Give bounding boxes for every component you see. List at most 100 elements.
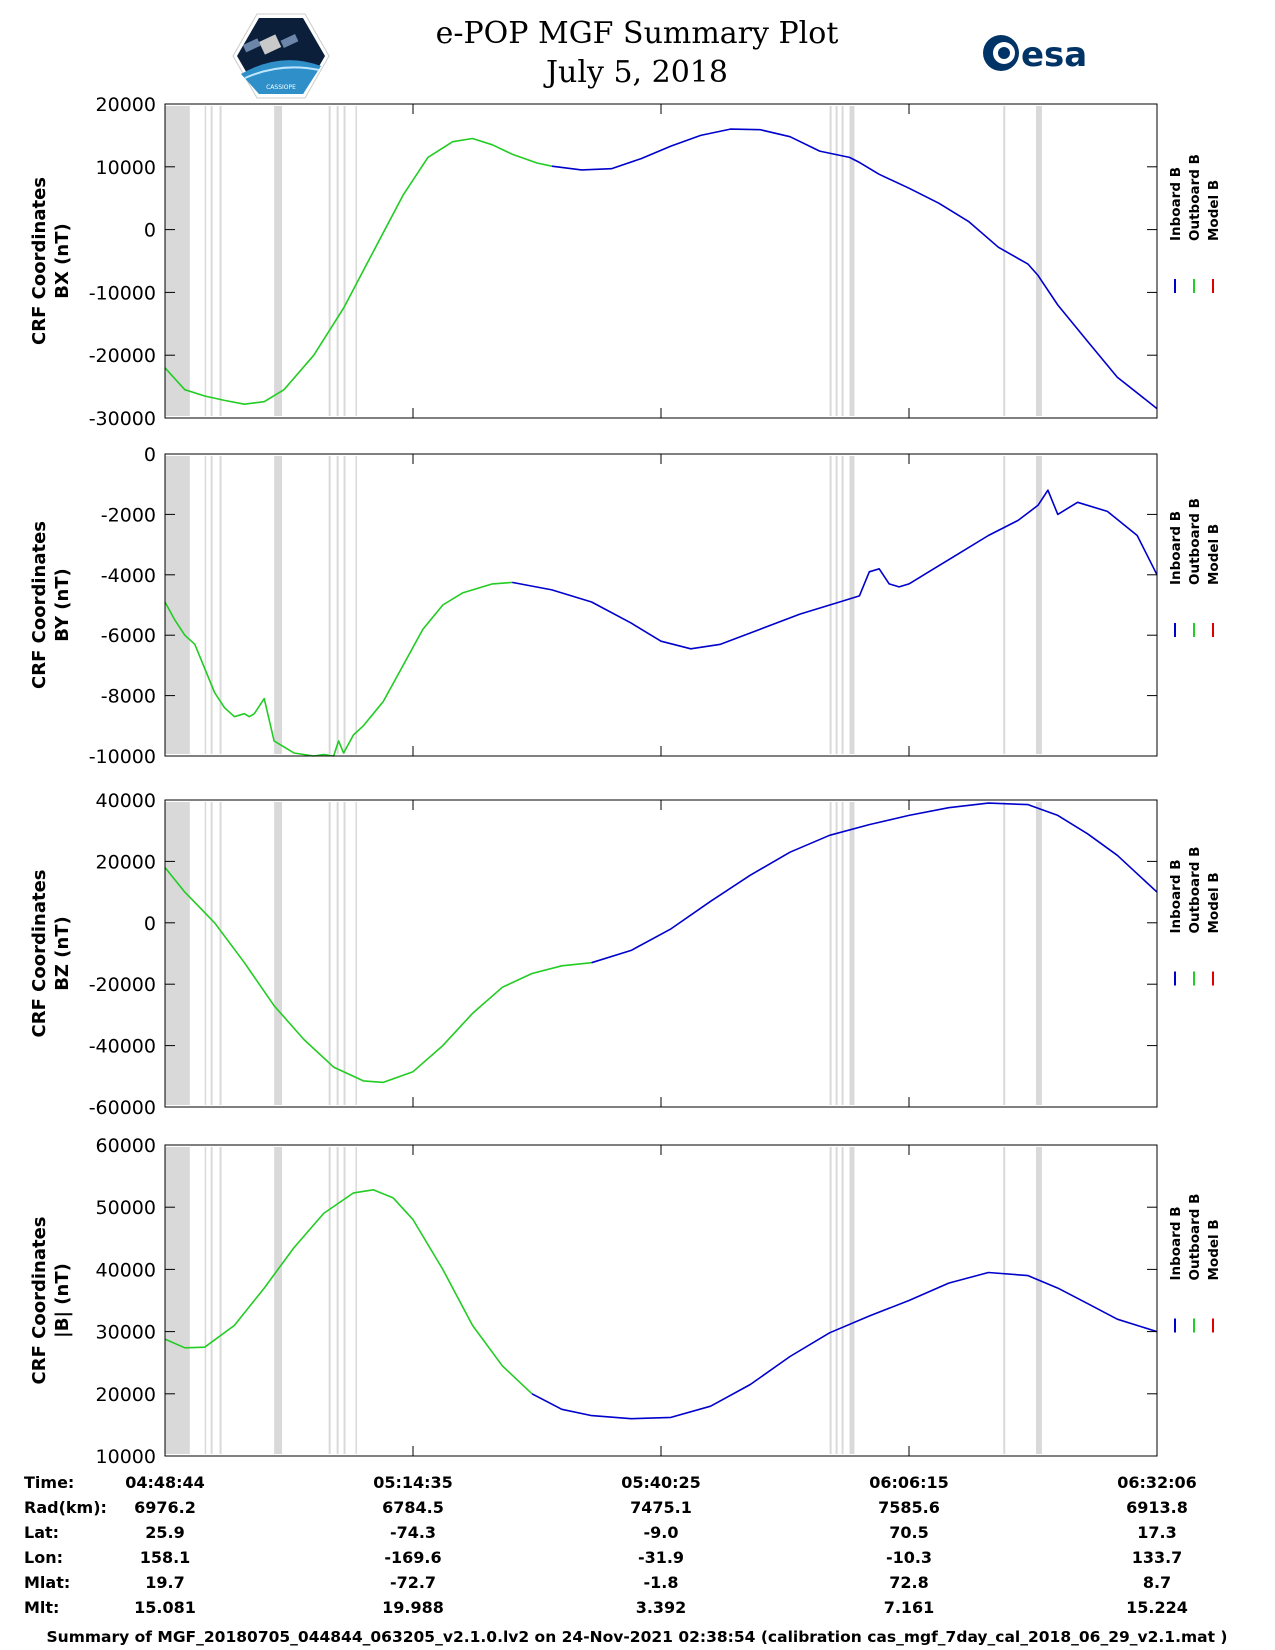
y-tick-label: 60000 (96, 1135, 156, 1157)
table-cell: -74.3 (390, 1523, 436, 1542)
table-cell: 05:14:35 (373, 1473, 453, 1492)
table-cell: 17.3 (1137, 1523, 1176, 1542)
data-gap-band (210, 802, 213, 1105)
data-gap-band (835, 456, 838, 754)
table-cell: 6913.8 (1126, 1498, 1188, 1517)
data-gap-band (849, 802, 855, 1105)
table-row-label: Mlt: (24, 1598, 59, 1617)
legend-label: Model B (1206, 524, 1222, 585)
table-cell: 15.081 (134, 1598, 196, 1617)
data-gap-band (204, 1147, 207, 1454)
data-gap-band (841, 1147, 844, 1454)
page-title: e-POP MGF Summary Plot (436, 16, 839, 51)
data-gap-band (1003, 802, 1006, 1105)
data-gap-band (165, 1147, 190, 1454)
table-cell: 8.7 (1143, 1573, 1171, 1592)
data-gap-band (165, 802, 190, 1105)
table-cell: 7475.1 (630, 1498, 692, 1517)
data-gap-band (355, 1147, 357, 1454)
data-gap-band (336, 1147, 339, 1454)
table-cell: 3.392 (636, 1598, 687, 1617)
table-cell: 06:32:06 (1117, 1473, 1197, 1492)
y-axis-unit: BX (nT) (52, 223, 73, 298)
data-gap-band (1035, 106, 1042, 416)
table-cell: 7585.6 (878, 1498, 940, 1517)
data-gap-band (219, 106, 222, 416)
data-gap-band (1003, 1147, 1006, 1454)
plot-frame (164, 799, 1158, 1108)
data-gap-band (1035, 802, 1042, 1105)
y-tick-label: 10000 (96, 157, 156, 179)
y-tick-label: 10000 (96, 1446, 156, 1468)
panel-2: 0 -2000 -4000 -6000 -8000 -10000 CRF Coordinat… (29, 444, 1222, 768)
data-gap-band (835, 1147, 838, 1454)
data-gap-band (210, 1147, 213, 1454)
data-gap-band (829, 1147, 832, 1454)
plot-frame (164, 1144, 1158, 1457)
table-row-label: Lat: (24, 1523, 59, 1542)
data-gap-band (841, 456, 844, 754)
y-axis-title: CRF Coordinates (29, 521, 50, 689)
y-tick-label: -20000 (89, 345, 156, 367)
y-tick-label: 20000 (96, 1384, 156, 1406)
data-gap-band (219, 802, 222, 1105)
table-cell: 19.7 (145, 1573, 184, 1592)
y-axis-unit: BZ (nT) (52, 916, 73, 991)
data-gap-band (336, 106, 339, 416)
panel-1: 20000 10000 0 -10000 -20000 -30000 CRF Coordin… (29, 94, 1222, 430)
table-cell: 72.8 (889, 1573, 928, 1592)
table-cell: 06:06:15 (869, 1473, 949, 1492)
table-cell: 15.224 (1126, 1598, 1188, 1617)
series-line-inboard-b (531, 1271, 1158, 1420)
table-cell: 70.5 (889, 1523, 928, 1542)
series-line-outboard-b (164, 581, 513, 757)
data-gap-band (1035, 1147, 1042, 1454)
y-tick-label: 0 (144, 444, 156, 466)
y-tick-label: -40000 (89, 1036, 156, 1058)
legend-label: Outboard B (1187, 1194, 1203, 1281)
legend-label: Outboard B (1187, 847, 1203, 934)
series-line-outboard-b (164, 1189, 533, 1395)
table-cell: -169.6 (384, 1548, 441, 1567)
y-axis-title: CRF Coordinates (29, 177, 50, 345)
table-cell: -9.0 (644, 1523, 679, 1542)
orbit-table: Time: Rad(km): Lat: Lon: Mlat: Mlt: 04:48:44 69… (24, 1473, 1197, 1617)
y-tick-label: -30000 (89, 408, 156, 430)
data-gap-band (1035, 456, 1042, 754)
data-gap-band (343, 802, 346, 1105)
legend-label: Model B (1206, 1219, 1222, 1280)
y-axis-unit: |B| (nT) (52, 1263, 73, 1338)
legend-label: Inboard B (1168, 1207, 1184, 1281)
y-tick-label: 40000 (96, 790, 156, 812)
table-cell: 25.9 (145, 1523, 184, 1542)
series-line-inboard-b (591, 802, 1158, 964)
data-gap-band (343, 1147, 346, 1454)
y-tick-label: -20000 (89, 974, 156, 996)
table-cell: -1.8 (644, 1573, 679, 1592)
data-gap-band (328, 106, 331, 416)
data-gap-band (1003, 106, 1006, 416)
table-cell: 6784.5 (382, 1498, 444, 1517)
data-gap-band (343, 456, 346, 754)
data-gap-band (336, 802, 339, 1105)
data-gap-band (849, 106, 855, 416)
panel-4: 60000 50000 40000 30000 20000 10000 CRF Coordi… (29, 1135, 1222, 1468)
table-cell: -31.9 (638, 1548, 684, 1567)
table-cell: 7.161 (884, 1598, 935, 1617)
table-row-label: Mlat: (24, 1573, 70, 1592)
plot-frame (164, 453, 1158, 757)
data-gap-band (210, 456, 213, 754)
data-gap-band (829, 106, 832, 416)
legend-label: Inboard B (1168, 860, 1184, 934)
data-gap-band (165, 456, 190, 754)
table-row-label: Rad(km): (24, 1498, 107, 1517)
legend-label: Model B (1206, 872, 1222, 933)
cassiope-logo-text: CASSIOPE (266, 84, 296, 91)
table-cell: 6976.2 (134, 1498, 196, 1517)
esa-logo: esa (983, 35, 1087, 75)
y-tick-label: 50000 (96, 1197, 156, 1219)
data-gap-band (355, 106, 357, 416)
data-gap-band (328, 802, 331, 1105)
